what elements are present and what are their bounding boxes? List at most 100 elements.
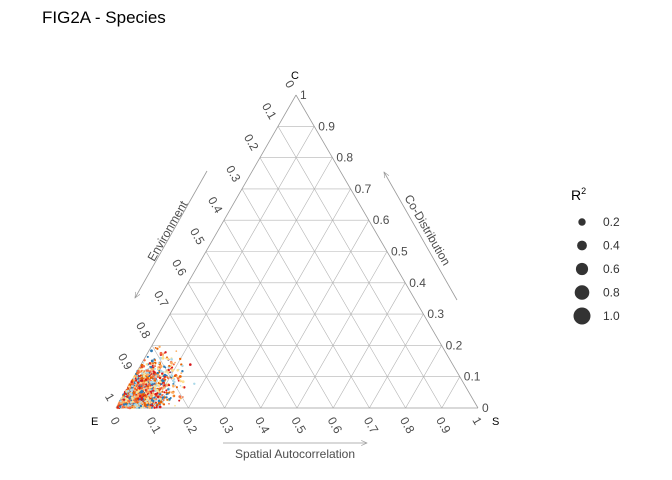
data-point [151, 395, 153, 398]
data-point [135, 392, 138, 395]
data-point [146, 369, 150, 372]
data-point [157, 399, 161, 403]
data-point [139, 383, 142, 386]
data-point [173, 374, 177, 378]
bottom-tick-label: 0.3 [216, 415, 237, 437]
legend-size-marker [577, 240, 587, 251]
legend: R2 0.2 0.4 0.6 0.8 1.0 [571, 186, 620, 325]
data-point [128, 398, 132, 402]
data-point [174, 361, 176, 364]
data-point [154, 347, 157, 349]
data-point [127, 389, 130, 393]
data-point [150, 359, 154, 363]
right-tick-label: 0.5 [391, 245, 408, 259]
data-point [153, 363, 156, 365]
data-point [145, 383, 148, 386]
data-points [116, 345, 196, 410]
data-point [131, 406, 134, 409]
grid-line-spatial [441, 376, 461, 409]
bottom-tick-label: 0.5 [288, 415, 309, 437]
data-point [131, 403, 133, 406]
data-point [126, 401, 129, 404]
data-point [153, 367, 156, 370]
data-point [166, 356, 168, 359]
data-point [147, 367, 150, 370]
data-point [163, 394, 166, 397]
data-point [179, 357, 182, 361]
grid-line-environment [277, 126, 443, 409]
data-point [161, 394, 164, 397]
bottom-tick-label: 1 [469, 415, 485, 428]
data-point [138, 406, 141, 409]
left-tick-label: 0.9 [115, 351, 136, 373]
data-point [138, 380, 140, 383]
data-point [168, 402, 170, 405]
data-point [164, 378, 167, 381]
data-point [172, 383, 175, 385]
right-tick-label: 0.1 [464, 370, 481, 384]
right-tick-label: 0 [482, 401, 489, 415]
data-point [177, 379, 180, 382]
data-point [178, 379, 182, 382]
grid-line-environment [187, 282, 262, 409]
data-point [128, 406, 132, 410]
data-point [157, 374, 160, 377]
data-point [129, 388, 133, 392]
triangle-edge-left [115, 94, 297, 409]
data-point [175, 386, 178, 389]
data-point [133, 395, 136, 398]
chart-title: FIG2A - Species [42, 8, 166, 27]
data-point [145, 401, 148, 404]
data-point [136, 386, 139, 389]
data-point [127, 404, 131, 407]
data-point [140, 385, 143, 388]
data-point [167, 366, 170, 369]
data-point [137, 377, 139, 379]
legend-label: 0.8 [603, 286, 620, 300]
data-point [127, 385, 131, 388]
data-point [133, 384, 136, 387]
data-point [135, 406, 139, 410]
data-point [144, 370, 146, 372]
data-point [148, 394, 151, 397]
data-point [171, 391, 175, 394]
data-point [155, 382, 158, 385]
data-point [140, 396, 144, 400]
data-point [173, 395, 175, 397]
data-point [151, 392, 154, 395]
data-point [146, 403, 149, 407]
data-point [165, 396, 168, 399]
data-point [150, 349, 153, 353]
corner-label-s: S [492, 416, 499, 428]
environment-axis-arrow [135, 170, 208, 298]
data-point [139, 404, 143, 408]
data-point [124, 400, 127, 403]
grid-line-environment [241, 188, 370, 409]
data-point [182, 396, 184, 398]
data-point [148, 362, 151, 365]
data-point [151, 397, 154, 399]
data-point [164, 351, 167, 354]
data-point [157, 367, 160, 371]
data-point [141, 370, 144, 373]
data-point [134, 403, 137, 406]
data-point [151, 368, 154, 371]
data-point [156, 371, 159, 375]
data-point [153, 371, 156, 374]
data-point [137, 398, 139, 400]
legend-label: 0.2 [603, 215, 620, 229]
data-point [146, 373, 150, 377]
bottom-tick-label: 0.4 [252, 415, 273, 437]
data-point [141, 393, 144, 396]
data-point [159, 396, 163, 399]
data-point [145, 390, 148, 393]
data-point [170, 374, 174, 377]
data-point [130, 393, 133, 396]
data-point [140, 379, 144, 382]
data-point [153, 396, 156, 399]
data-point [144, 394, 146, 396]
data-point [151, 376, 154, 378]
data-point [146, 355, 149, 358]
data-point [159, 351, 163, 355]
